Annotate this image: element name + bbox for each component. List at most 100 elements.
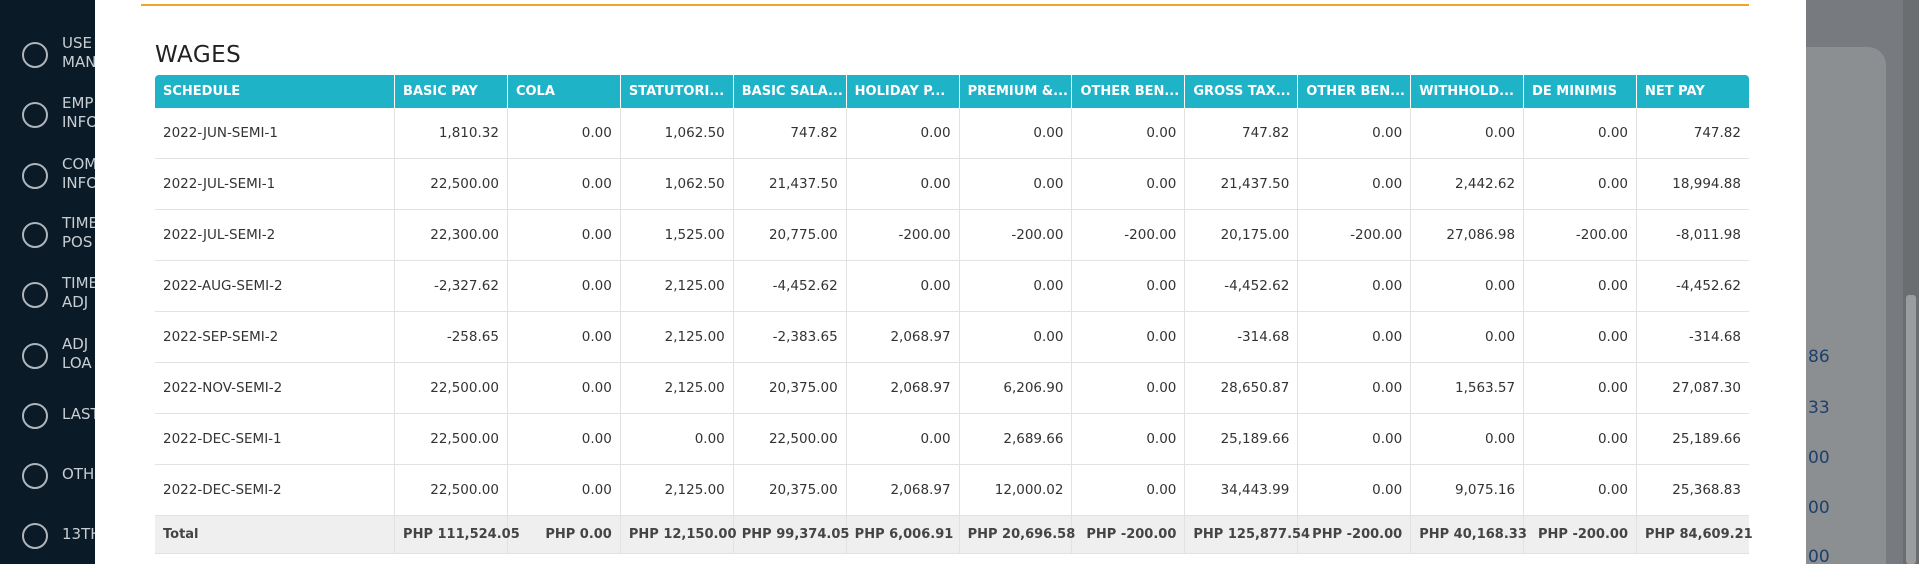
scroll-thumb[interactable] [1906,295,1916,564]
nav-item[interactable]: OTH [0,451,95,501]
header-row: SCHEDULE BASIC PAY COLA STATUTORI... BASIC S… [155,75,1749,108]
table-cell: 27,087.30 [1636,363,1749,414]
column-header[interactable]: STATUTORI... [619,75,733,108]
table-cell: 1,525.00 [619,210,733,261]
nav-label-line: ADJ [62,293,89,311]
table-cell: 20,375.00 [732,363,846,414]
table-row: 2022-DEC-SEMI-1 22,500.00 0.00 0.00 22,500.0… [155,414,1749,465]
table-cell: 6,206.90 [958,363,1072,414]
total-cell: PHP -200.00 [1071,516,1185,554]
table-cell: 22,500.00 [394,363,507,414]
background-text: 33 [1808,398,1830,418]
nav-label-line: ADJ [62,335,89,353]
table-cell: -314.68 [1184,312,1298,363]
nav-label: LAST [62,405,100,424]
total-cell: PHP -200.00 [1297,516,1411,554]
table-cell: 22,500.00 [732,414,846,465]
table-cell: 0.00 [845,261,959,312]
nav-label: TIME POS [62,214,98,252]
nav-label-line: 13TH [62,525,102,543]
table-cell: 747.82 [1184,108,1298,159]
scrollbar[interactable] [1903,0,1919,564]
table-cell: 2022-DEC-SEMI-2 [155,465,395,516]
column-header[interactable]: BASIC SALA... [732,75,846,108]
table-cell: 0.00 [845,159,959,210]
table-cell: 22,500.00 [394,465,507,516]
table-cell: 0.00 [1297,363,1411,414]
nav-item[interactable]: LAST [0,391,100,441]
column-header[interactable]: COLA [506,75,620,108]
table-cell: 2,068.97 [845,363,959,414]
nav-item[interactable]: 13TH [0,511,102,561]
nav-item[interactable]: USE MAN [0,30,96,80]
background-text: 00 [1808,547,1830,564]
table-cell: 747.82 [732,108,846,159]
table-cell: 0.00 [506,261,620,312]
column-header[interactable]: BASIC PAY [394,75,507,108]
table-cell: 22,500.00 [394,159,507,210]
table-cell: 0.00 [1523,414,1637,465]
table-row: 2022-SEP-SEMI-2 -258.65 0.00 2,125.00 -2,383… [155,312,1749,363]
table-cell: 20,175.00 [1184,210,1298,261]
table-row: 2022-JUN-SEMI-1 1,810.32 0.00 1,062.50 747.8… [155,108,1749,159]
table-cell: 0.00 [506,159,620,210]
table-cell: -200.00 [845,210,959,261]
column-header[interactable]: SCHEDULE [155,75,395,108]
table-row: 2022-JUL-SEMI-2 22,300.00 0.00 1,525.00 20,7… [155,210,1749,261]
table-cell: 2,125.00 [619,312,733,363]
nav-item[interactable]: EMP INFO [0,90,99,140]
table-cell: 0.00 [1297,465,1411,516]
nav-icon [22,523,48,549]
nav-label: 13TH [62,525,102,544]
column-header[interactable]: WITHHOLD... [1410,75,1524,108]
nav-item[interactable]: TIME POS [0,210,98,260]
table-cell: 22,500.00 [394,414,507,465]
modal: WAGES SCHEDULE BASIC PAY COLA STATUTORI... B… [95,0,1806,564]
column-header[interactable]: PREMIUM &... [958,75,1072,108]
nav-label-line: INFO [62,113,99,131]
nav-icon [22,282,48,308]
table-cell: 2,125.00 [619,465,733,516]
table-cell: 0.00 [506,414,620,465]
table-row: 2022-DEC-SEMI-2 22,500.00 0.00 2,125.00 20,3… [155,465,1749,516]
nav-item[interactable]: ADJ LOA [0,331,95,381]
table-cell: 2,689.66 [958,414,1072,465]
table-cell: 27,086.98 [1410,210,1524,261]
total-cell: Total [155,516,395,554]
column-header[interactable]: OTHER BEN... [1297,75,1411,108]
total-cell: PHP 6,006.91 [845,516,959,554]
table-cell: 18,994.88 [1636,159,1749,210]
nav-icon [22,102,48,128]
table-cell: 0.00 [619,414,733,465]
table-cell: 2,125.00 [619,363,733,414]
table-cell: -200.00 [1297,210,1411,261]
nav-icon [22,163,48,189]
table-cell: 0.00 [1297,312,1411,363]
nav-label-line: TIME [62,214,99,232]
column-header[interactable]: NET PAY [1636,75,1749,108]
nav-item[interactable]: COM INFO [0,151,99,201]
table-cell: 1,810.32 [394,108,507,159]
table-cell: 0.00 [845,414,959,465]
table-cell: -200.00 [1523,210,1637,261]
nav-label-line: POS [62,233,93,251]
table-cell: 21,437.50 [1184,159,1298,210]
table-cell: 0.00 [506,108,620,159]
table-cell: 22,300.00 [394,210,507,261]
table-cell: 0.00 [1523,261,1637,312]
column-header[interactable]: OTHER BEN... [1071,75,1185,108]
total-cell: PHP 84,609.21 [1636,516,1753,554]
nav-item[interactable]: TIME ADJ [0,270,98,320]
table-cell: 0.00 [1297,108,1411,159]
table-cell: -2,327.62 [394,261,507,312]
column-header[interactable]: GROSS TAX... [1184,75,1298,108]
table-cell: -8,011.98 [1636,210,1749,261]
column-header[interactable]: HOLIDAY P... [845,75,959,108]
nav-label: TIME ADJ [62,274,98,312]
table-cell: 0.00 [1071,261,1185,312]
column-header[interactable]: DE MINIMIS [1523,75,1637,108]
nav-label-line: INFO [62,174,99,192]
table-cell: 2022-NOV-SEMI-2 [155,363,395,414]
table-cell: 0.00 [1297,159,1411,210]
nav-label: OTH [62,465,94,484]
